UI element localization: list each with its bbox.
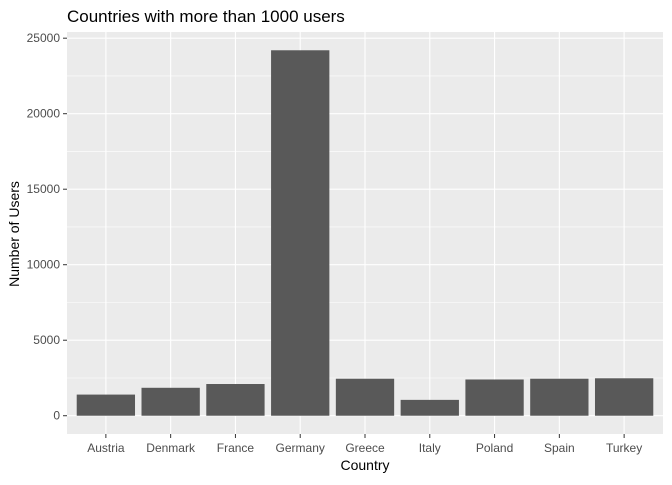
bar-germany [271, 50, 330, 416]
y-tick-label: 10000 [27, 258, 61, 272]
x-tick-label: Spain [544, 441, 575, 455]
bar-greece [335, 378, 395, 416]
y-tick-label: 5000 [33, 333, 60, 347]
x-tick-label: France [217, 441, 255, 455]
y-axis-title: Number of Users [6, 181, 22, 287]
bar-turkey [594, 378, 654, 416]
bar-france [206, 384, 265, 416]
y-tick-label: 20000 [27, 107, 61, 121]
bar-denmark [141, 387, 200, 416]
x-tick-label: Denmark [146, 441, 196, 455]
y-axis: 0 5000 10000 15000 20000 25000 [27, 31, 67, 423]
bars [76, 50, 654, 416]
x-tick-label: Italy [419, 441, 441, 455]
y-tick-label: 25000 [27, 31, 61, 45]
x-tick-label: Austria [87, 441, 125, 455]
y-tick-label: 15000 [27, 182, 61, 196]
bar-poland [465, 379, 524, 416]
bar-spain [530, 378, 589, 416]
y-tick-label: 0 [53, 409, 60, 423]
bar-italy [400, 399, 459, 416]
x-tick-label: Poland [476, 441, 513, 455]
x-tick-label: Germany [276, 441, 325, 455]
x-tick-label: Turkey [606, 441, 642, 455]
chart-title: Countries with more than 1000 users [67, 7, 345, 26]
x-tick-label: Greece [345, 441, 385, 455]
bar-austria [76, 394, 136, 416]
x-axis: Austria Denmark France Germany Greece Italy Po… [87, 434, 642, 455]
x-axis-title: Country [340, 457, 389, 473]
